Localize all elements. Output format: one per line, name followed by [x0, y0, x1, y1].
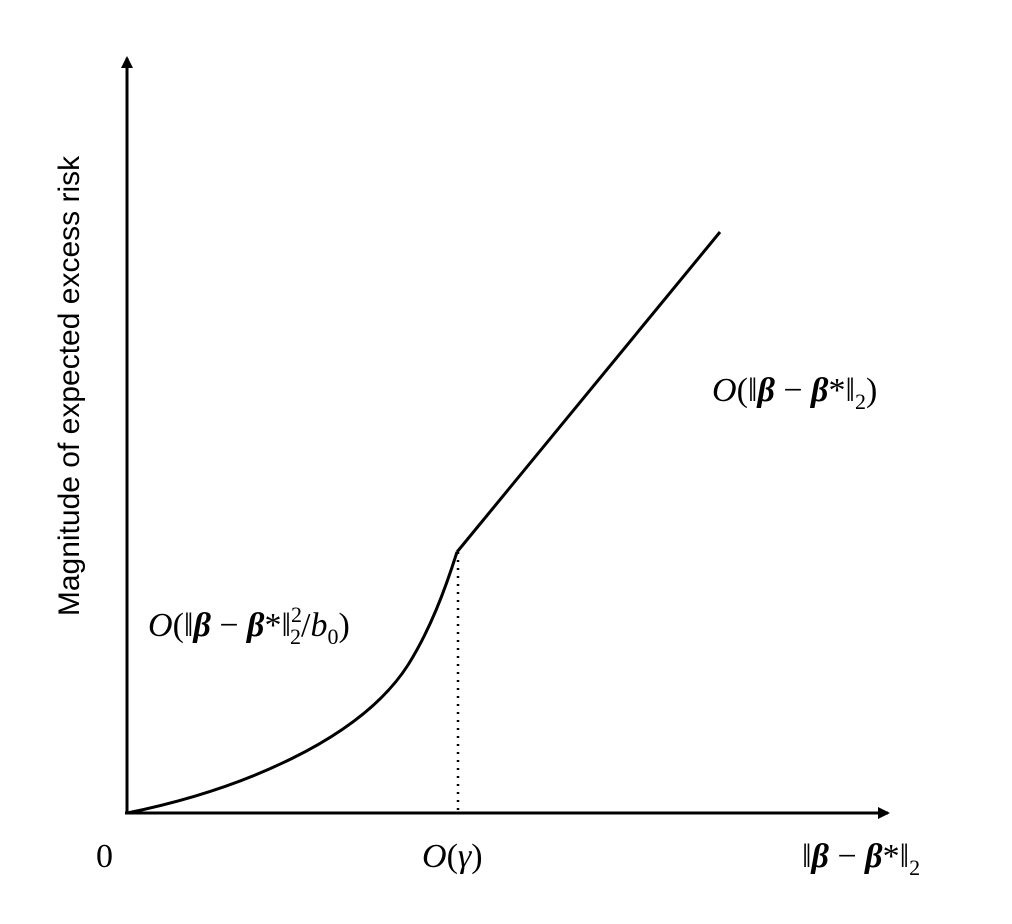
threshold-label: O(γ) [422, 838, 483, 875]
quadratic-region-label: O(‖β − β*‖2 2/b0) [148, 602, 350, 649]
risk-curve-linear [455, 231, 722, 553]
risk-curve-quadratic [126, 551, 459, 815]
x-axis-label: ‖β − β*‖2 [802, 838, 920, 880]
origin-label: 0 [96, 838, 113, 875]
linear-region-label: O(‖β − β*‖2) [712, 372, 877, 414]
y-axis-label: Magnitude of expected excess risk [53, 155, 86, 616]
